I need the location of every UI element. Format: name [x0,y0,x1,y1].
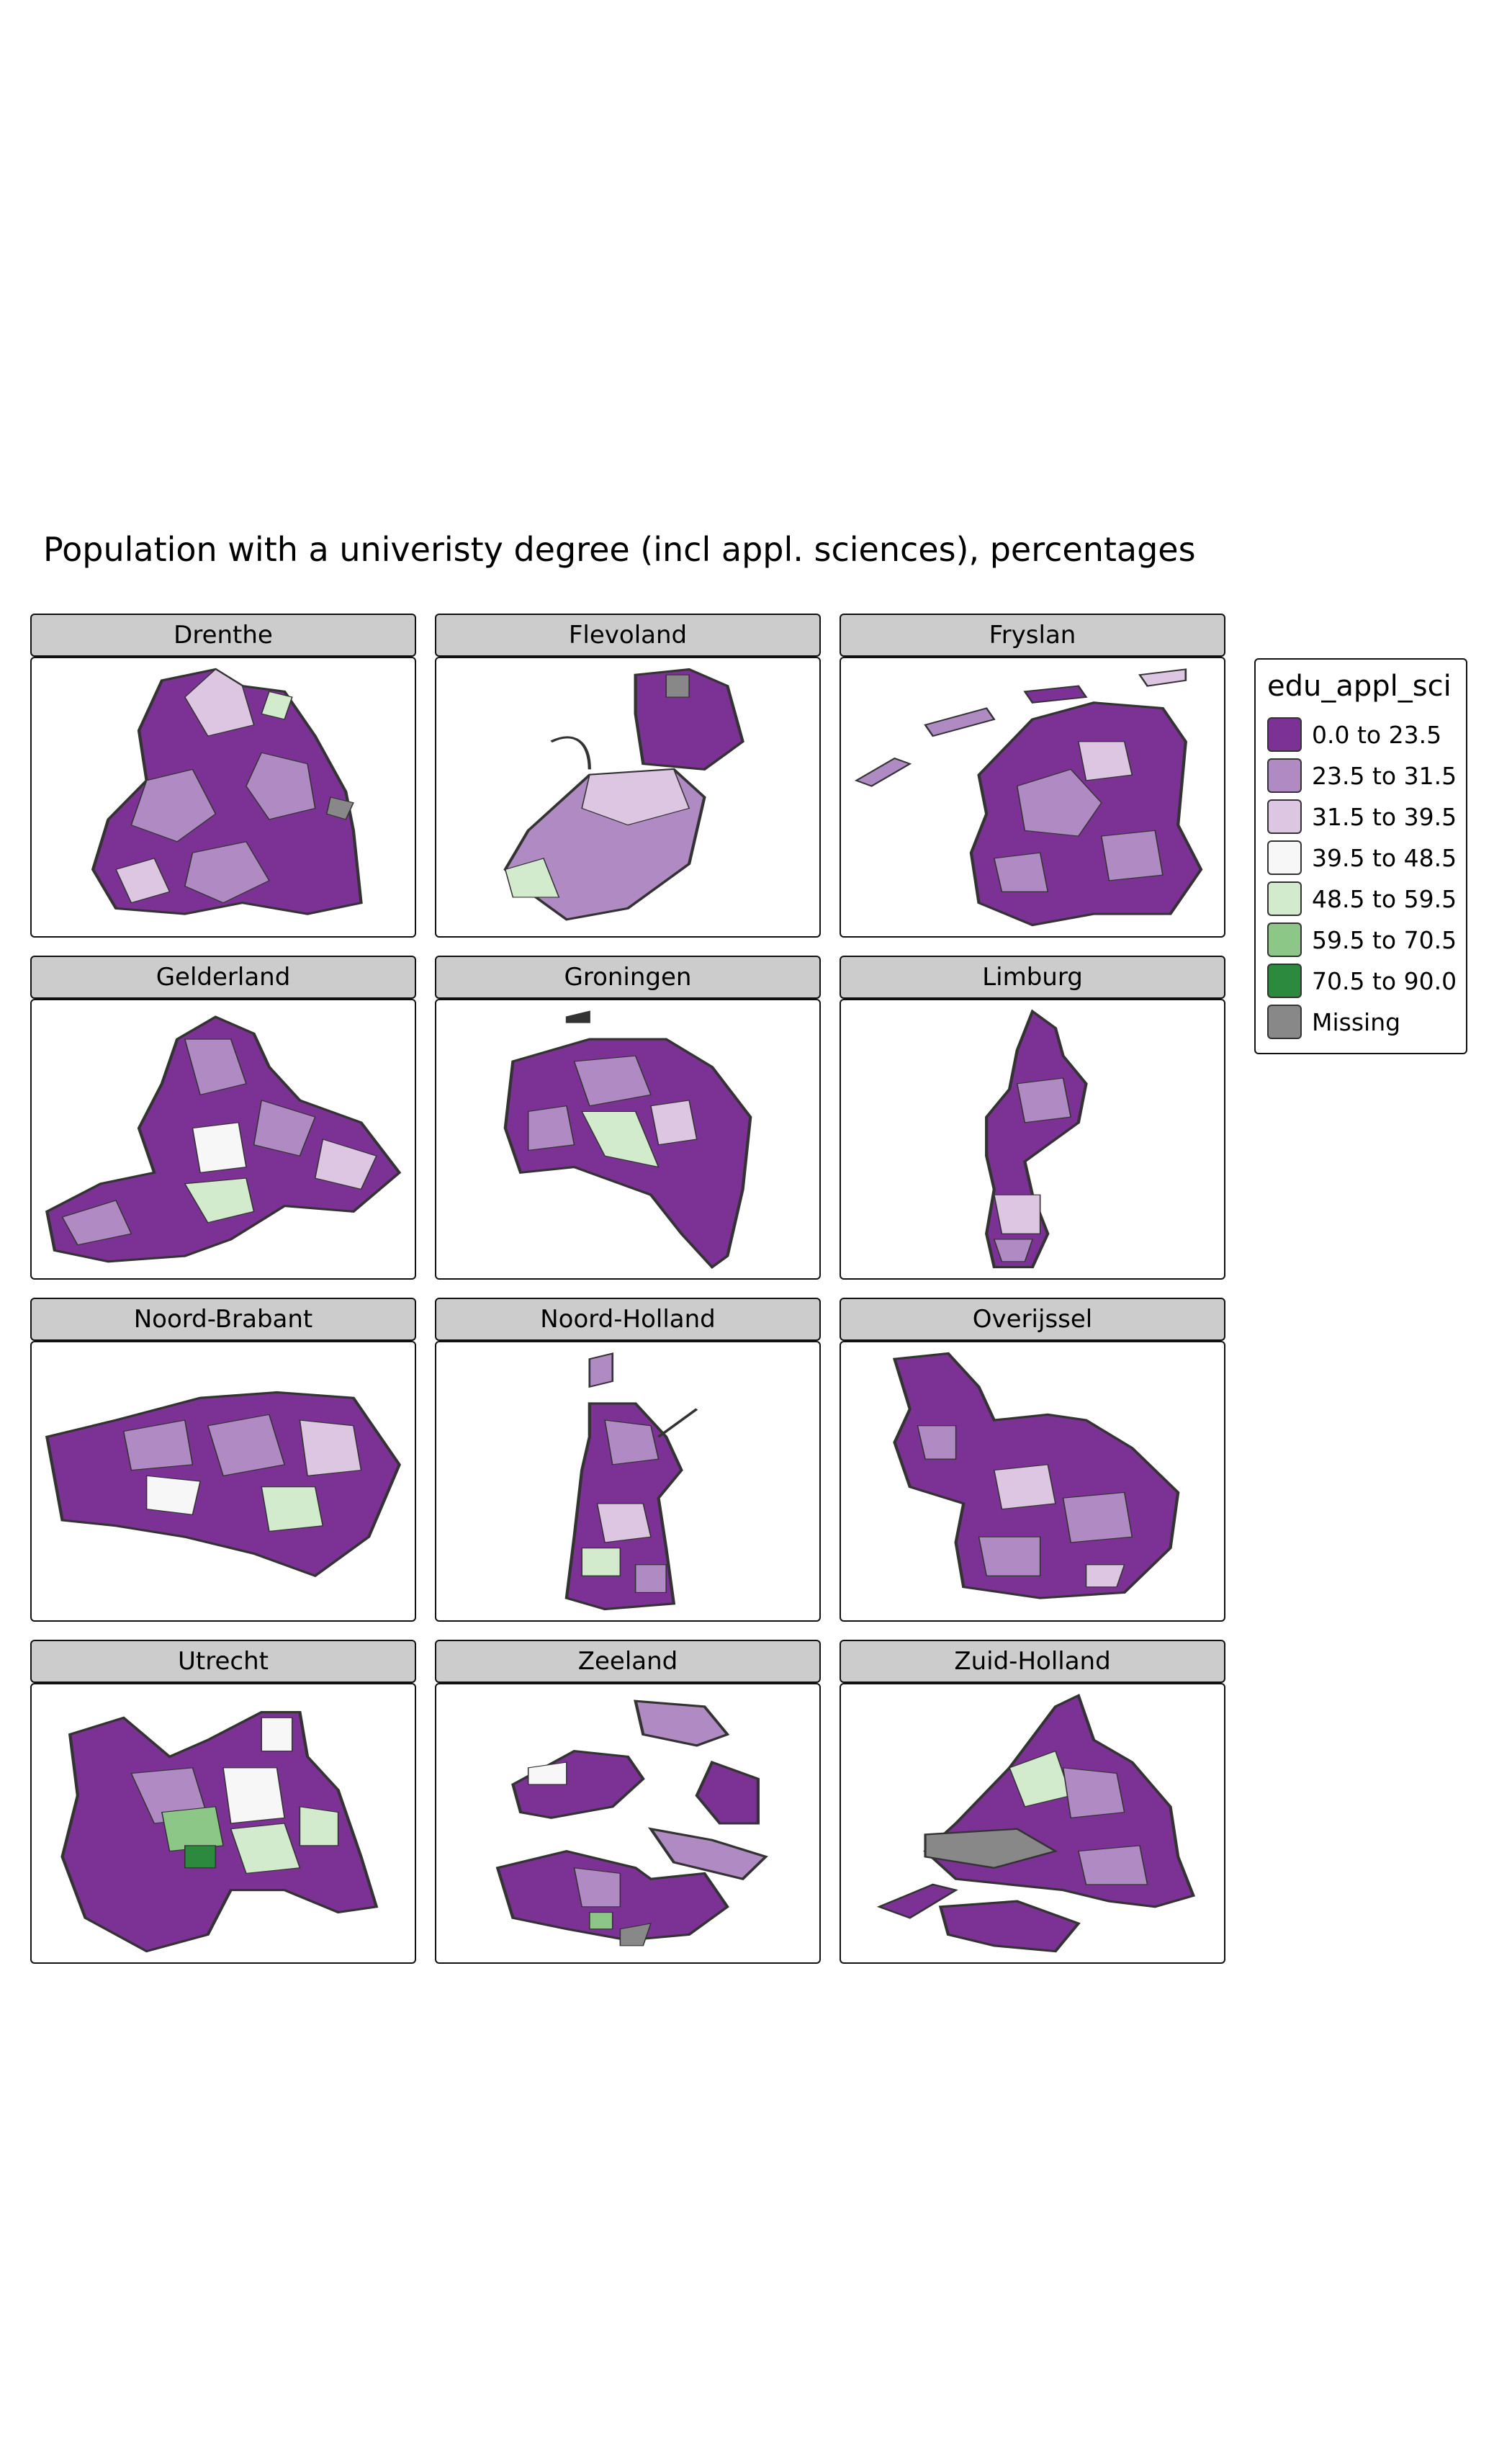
legend-label: Missing [1312,1007,1401,1036]
legend-item: 23.5 to 31.5 [1267,757,1457,794]
legend-item: 48.5 to 59.5 [1267,880,1457,917]
legend-label: 70.5 to 90.0 [1312,966,1457,995]
legend-label: 39.5 to 48.5 [1312,843,1457,872]
map-utrecht [30,1683,416,1964]
chart-title: Population with a univeristy degree (inc… [43,530,1196,569]
legend-label: 48.5 to 59.5 [1312,884,1457,913]
legend-title: edu_appl_sci [1267,670,1452,703]
map-zeeland [435,1683,821,1964]
panel-label: Fryslan [840,614,1225,657]
map-limburg [840,999,1225,1280]
panel-label: Overijssel [840,1298,1225,1341]
map-overijssel [840,1341,1225,1622]
panel-label: Zeeland [435,1640,821,1683]
legend-label: 23.5 to 31.5 [1312,761,1457,790]
legend-swatch [1267,840,1302,875]
legend-swatch [1267,881,1302,916]
panel-label: Noord-Brabant [30,1298,416,1341]
legend-item: 39.5 to 48.5 [1267,839,1457,876]
panel-label: Flevoland [435,614,821,657]
panel-label: Zuid-Holland [840,1640,1225,1683]
legend-swatch [1267,964,1302,998]
panel-label: Groningen [435,956,821,999]
map-drenthe [30,657,416,938]
map-noord-brabant [30,1341,416,1622]
map-zuid-holland [840,1683,1225,1964]
panel-label: Utrecht [30,1640,416,1683]
panel-label: Drenthe [30,614,416,657]
legend-item: 59.5 to 70.5 [1267,921,1457,958]
map-noord-holland [435,1341,821,1622]
panel-label: Noord-Holland [435,1298,821,1341]
legend-label: 0.0 to 23.5 [1312,720,1442,749]
legend-item: 31.5 to 39.5 [1267,798,1457,835]
legend-swatch [1267,758,1302,793]
legend-swatch [1267,799,1302,834]
legend-item: Missing [1267,1003,1400,1041]
legend-swatch [1267,922,1302,957]
legend-item: 70.5 to 90.0 [1267,962,1457,1000]
panel-label: Gelderland [30,956,416,999]
legend-swatch [1267,717,1302,752]
map-fryslan [840,657,1225,938]
legend-label: 31.5 to 39.5 [1312,802,1457,831]
map-groningen [435,999,821,1280]
map-flevoland [435,657,821,938]
legend-swatch [1267,1005,1302,1039]
legend-item: 0.0 to 23.5 [1267,716,1441,753]
legend: edu_appl_sci 0.0 to 23.5 23.5 to 31.5 31… [1254,658,1467,1054]
legend-label: 59.5 to 70.5 [1312,925,1457,954]
panel-label: Limburg [840,956,1225,999]
map-gelderland [30,999,416,1280]
